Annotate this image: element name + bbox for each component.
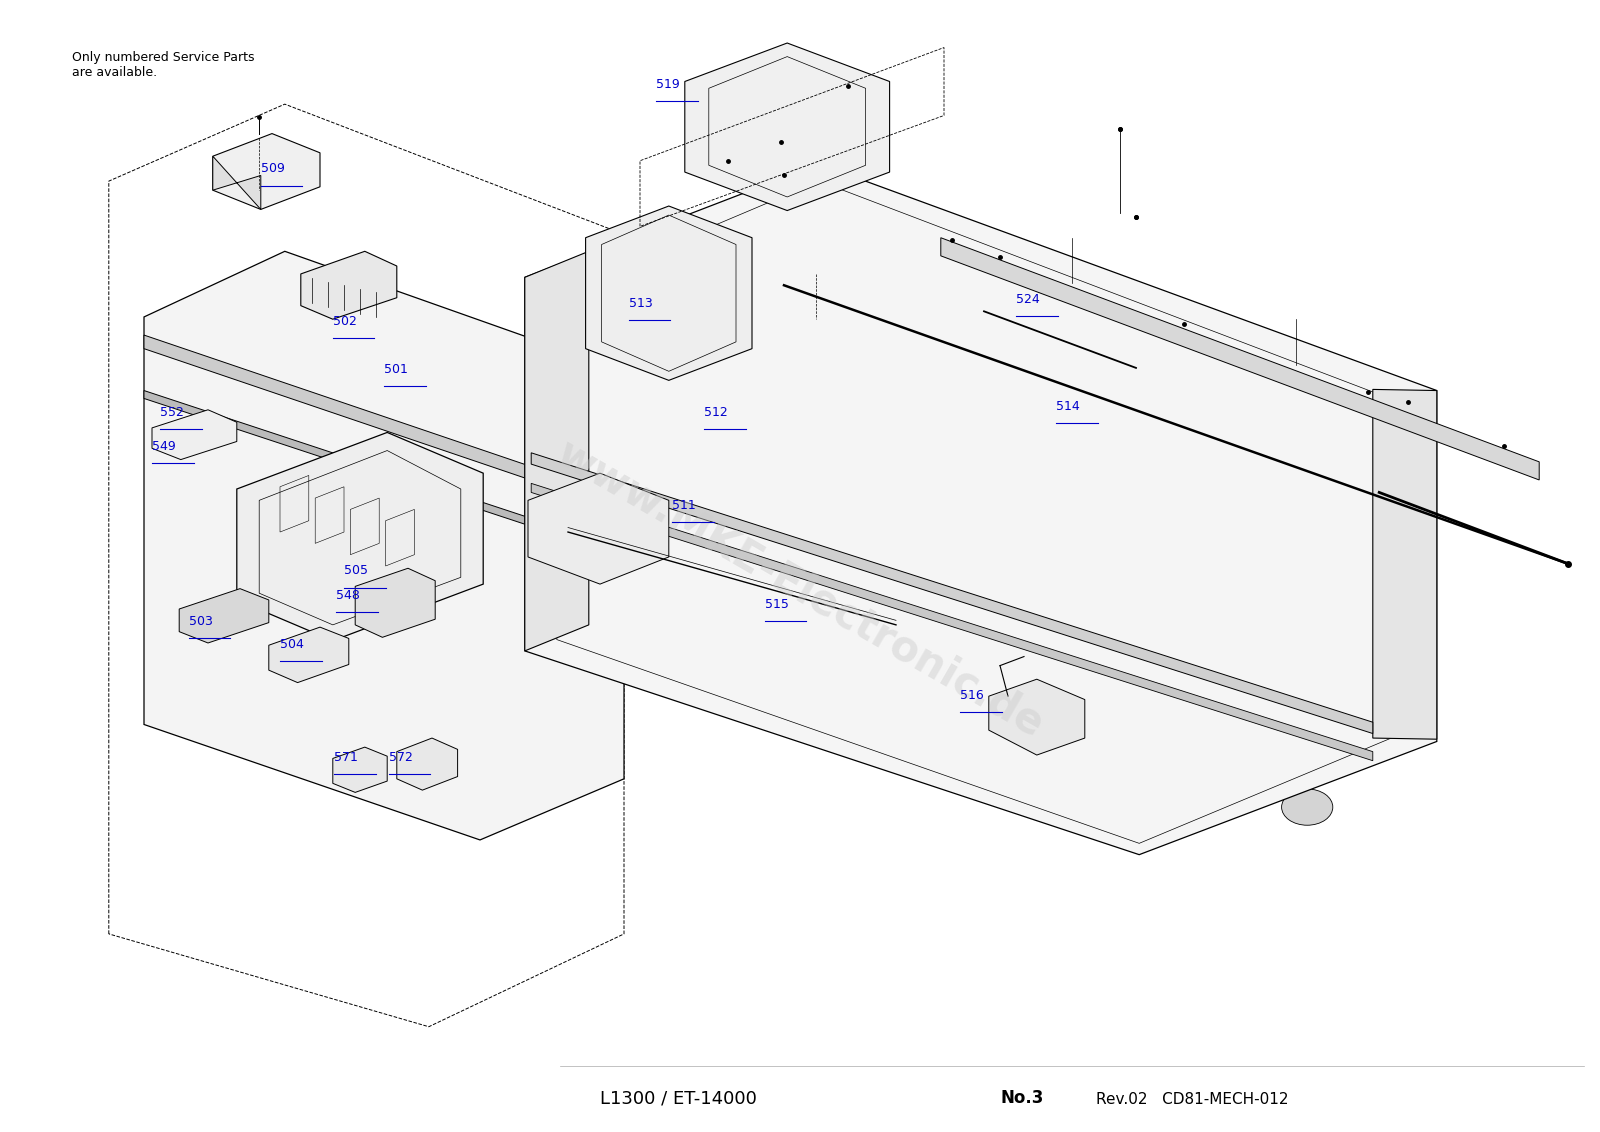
Polygon shape (144, 251, 624, 840)
Polygon shape (989, 679, 1085, 755)
Polygon shape (144, 391, 624, 557)
Text: L1300 / ET-14000: L1300 / ET-14000 (600, 1089, 757, 1107)
Text: Rev.02   CD81-MECH-012: Rev.02 CD81-MECH-012 (1096, 1092, 1288, 1107)
Polygon shape (586, 206, 752, 380)
Text: 504: 504 (280, 638, 304, 651)
Circle shape (1355, 441, 1403, 475)
Circle shape (696, 468, 718, 483)
Text: 552: 552 (160, 406, 184, 419)
Text: 516: 516 (960, 689, 984, 702)
Circle shape (1029, 594, 1051, 610)
Text: 511: 511 (672, 499, 696, 512)
Circle shape (1016, 309, 1102, 370)
Polygon shape (269, 627, 349, 683)
Circle shape (1362, 721, 1384, 737)
Text: 519: 519 (656, 78, 680, 91)
Text: No.3: No.3 (1000, 1089, 1043, 1107)
Circle shape (781, 102, 851, 152)
Circle shape (1038, 325, 1080, 354)
Polygon shape (531, 453, 1373, 734)
Circle shape (779, 499, 802, 515)
Polygon shape (525, 164, 1437, 855)
Polygon shape (152, 410, 237, 460)
Polygon shape (237, 432, 483, 641)
Text: 509: 509 (261, 163, 285, 175)
Circle shape (613, 436, 635, 452)
Circle shape (946, 563, 968, 578)
Circle shape (936, 677, 987, 713)
Circle shape (1195, 658, 1218, 674)
Text: 514: 514 (1056, 401, 1080, 413)
Text: 524: 524 (1016, 293, 1040, 306)
Circle shape (706, 602, 757, 638)
Circle shape (1331, 424, 1427, 492)
Circle shape (590, 565, 642, 601)
Circle shape (1051, 714, 1102, 751)
Circle shape (1166, 752, 1218, 788)
Text: 513: 513 (629, 298, 653, 310)
Text: 505: 505 (344, 565, 368, 577)
Polygon shape (179, 589, 269, 643)
Polygon shape (531, 483, 1373, 761)
Circle shape (821, 640, 872, 676)
Circle shape (1282, 789, 1333, 825)
Polygon shape (525, 251, 589, 651)
Text: 549: 549 (152, 440, 176, 453)
Text: 503: 503 (189, 616, 213, 628)
Polygon shape (213, 156, 261, 209)
Text: 512: 512 (704, 406, 728, 419)
Text: 501: 501 (384, 363, 408, 376)
Text: 515: 515 (765, 599, 789, 611)
Polygon shape (528, 473, 669, 584)
Circle shape (1112, 626, 1134, 642)
Circle shape (862, 531, 885, 547)
Text: 571: 571 (334, 752, 358, 764)
Text: Only numbered Service Parts
are available.: Only numbered Service Parts are availabl… (72, 51, 254, 79)
Text: www.MKE-Electronic.de: www.MKE-Electronic.de (549, 431, 1051, 746)
Circle shape (640, 273, 698, 314)
Polygon shape (941, 238, 1539, 480)
Polygon shape (301, 251, 397, 319)
Polygon shape (397, 738, 458, 790)
Polygon shape (333, 747, 387, 792)
Polygon shape (355, 568, 435, 637)
Polygon shape (685, 43, 890, 211)
Polygon shape (144, 335, 544, 484)
Text: 548: 548 (336, 590, 360, 602)
Circle shape (1278, 689, 1301, 705)
Text: 572: 572 (389, 752, 413, 764)
Text: 502: 502 (333, 316, 357, 328)
Polygon shape (1373, 389, 1437, 739)
Polygon shape (213, 134, 320, 209)
